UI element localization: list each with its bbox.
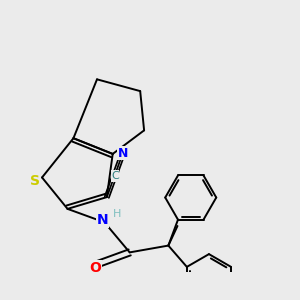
Text: O: O (89, 261, 101, 275)
Text: N: N (118, 147, 128, 160)
Text: S: S (30, 174, 40, 188)
Text: N: N (97, 213, 108, 227)
Text: H: H (113, 209, 121, 219)
Text: C: C (111, 171, 119, 181)
